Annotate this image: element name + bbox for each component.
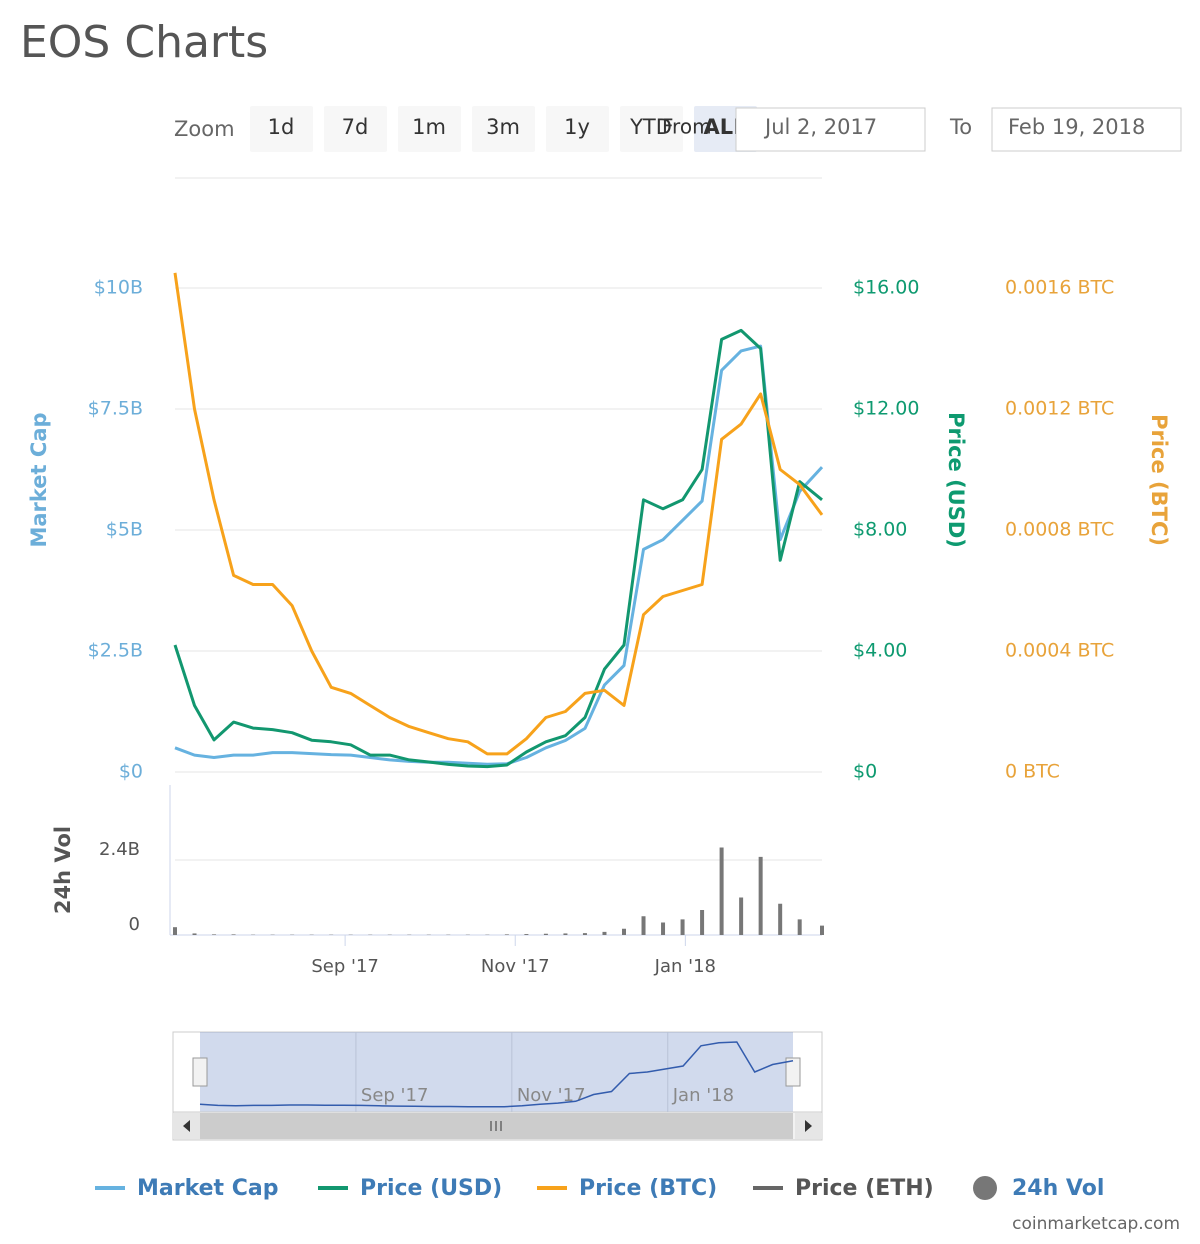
- vol-bar: [602, 932, 606, 935]
- series-line: [175, 273, 822, 754]
- x-tick-label: Nov '17: [481, 956, 550, 977]
- x-tick-label: Jan '18: [654, 956, 716, 977]
- legend-label[interactable]: 24h Vol: [1012, 1176, 1104, 1201]
- vol-bar: [700, 910, 704, 935]
- vol-bar: [232, 934, 236, 935]
- vol-bar: [193, 933, 197, 935]
- y-tick-label: $0: [119, 761, 143, 783]
- vol-bar: [820, 926, 824, 935]
- zoom-label: Zoom: [174, 117, 235, 141]
- legend-item[interactable]: Price (BTC): [537, 1176, 717, 1201]
- y2-axis-title: Price (USD): [944, 412, 968, 548]
- y3-tick-label: 0.0012 BTC: [1005, 398, 1114, 420]
- to-value[interactable]: Feb 19, 2018: [1008, 115, 1145, 139]
- from-label: From: [662, 115, 712, 139]
- y3-tick-label: 0.0008 BTC: [1005, 519, 1114, 541]
- vol-bar: [622, 929, 626, 935]
- y-tick-label: $10B: [94, 277, 143, 299]
- vol-bar: [173, 927, 177, 935]
- legend-item[interactable]: Price (ETH): [753, 1176, 934, 1201]
- y3-tick-label: 0.0004 BTC: [1005, 640, 1114, 662]
- vol-tick-label: 0: [129, 914, 140, 935]
- y2-tick-label: $8.00: [853, 519, 907, 541]
- vol-bar: [505, 934, 509, 935]
- y3-tick-label: 0 BTC: [1005, 761, 1060, 783]
- vol-bar: [524, 934, 528, 935]
- vol-bar: [212, 934, 216, 935]
- zoom-button-label[interactable]: 1m: [412, 115, 446, 139]
- x-tick-label: Sep '17: [311, 956, 379, 977]
- to-label: To: [949, 115, 972, 139]
- navigator-tick-label: Jan '18: [672, 1085, 734, 1106]
- y-tick-label: $5B: [106, 519, 143, 541]
- vol-tick-label: 2.4B: [99, 839, 140, 860]
- vol-bar: [544, 934, 548, 935]
- zoom-button-label[interactable]: 7d: [342, 115, 369, 139]
- y3-axis-title: Price (BTC): [1147, 414, 1171, 546]
- legend-label[interactable]: Market Cap: [137, 1176, 278, 1201]
- y2-tick-label: $12.00: [853, 398, 919, 420]
- y-tick-label: $7.5B: [88, 398, 143, 420]
- credit: coinmarketcap.com: [1012, 1214, 1180, 1234]
- vol-bar: [642, 916, 646, 935]
- vol-bar: [563, 933, 567, 935]
- legend-item[interactable]: Market Cap: [95, 1176, 278, 1201]
- zoom-button-label[interactable]: 1d: [268, 115, 295, 139]
- navigator-tick-label: Sep '17: [361, 1085, 429, 1106]
- zoom-button-label[interactable]: 1y: [564, 115, 590, 139]
- y-tick-label: $2.5B: [88, 640, 143, 662]
- y-axis-title: Market Cap: [27, 412, 51, 547]
- vol-bar: [798, 919, 802, 935]
- y2-tick-label: $16.00: [853, 277, 919, 299]
- zoom-button-label[interactable]: 3m: [486, 115, 520, 139]
- vol-bar: [739, 898, 743, 936]
- vol-bar: [661, 923, 665, 936]
- chart-title: EOS Charts: [20, 17, 268, 68]
- vol-axis-title: 24h Vol: [51, 826, 75, 914]
- vol-bar: [681, 919, 685, 935]
- legend-item[interactable]: 24h Vol: [973, 1176, 1104, 1201]
- handle-left[interactable]: [193, 1058, 207, 1086]
- legend-swatch: [973, 1176, 997, 1200]
- vol-bar: [583, 933, 587, 935]
- y2-tick-label: $0: [853, 761, 877, 783]
- legend-item[interactable]: Price (USD): [318, 1176, 502, 1201]
- y2-tick-label: $4.00: [853, 640, 907, 662]
- from-value[interactable]: Jul 2, 2017: [763, 115, 877, 139]
- legend-label[interactable]: Price (USD): [360, 1176, 502, 1201]
- legend-label[interactable]: Price (BTC): [579, 1176, 717, 1201]
- vol-bar: [720, 848, 724, 936]
- series-line: [175, 330, 822, 766]
- y3-tick-label: 0.0016 BTC: [1005, 277, 1114, 299]
- legend-label[interactable]: Price (ETH): [795, 1176, 934, 1201]
- vol-bar: [778, 904, 782, 935]
- vol-bar: [759, 857, 763, 935]
